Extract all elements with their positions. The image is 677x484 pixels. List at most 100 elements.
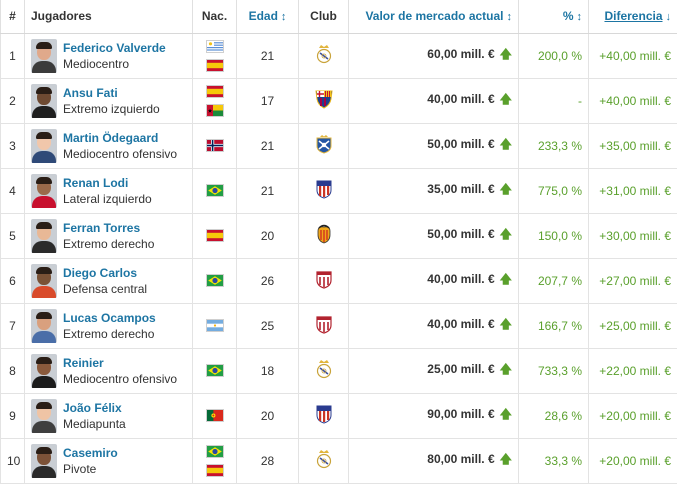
- player-cell: Lucas Ocampos Extremo derecho: [25, 303, 193, 348]
- market-value-link[interactable]: 40,00 mill. €: [427, 317, 494, 331]
- col-header-age-label[interactable]: Edad: [249, 9, 278, 23]
- rank-cell: 10: [1, 438, 25, 483]
- difference-cell: +22,00 mill. €: [589, 348, 677, 393]
- sort-down-icon[interactable]: ↓: [666, 11, 672, 23]
- player-photo[interactable]: [31, 264, 57, 298]
- rank-number: 3: [9, 139, 16, 153]
- player-name-link[interactable]: Renan Lodi: [63, 175, 152, 191]
- value-up-arrow-icon: 🡅: [500, 362, 512, 376]
- col-header-market-value[interactable]: Valor de mercado actual ↕: [349, 0, 519, 33]
- value-up-arrow-icon: 🡅: [500, 317, 512, 331]
- col-header-difference-label[interactable]: Diferencia: [604, 9, 662, 23]
- portugal-flag-icon[interactable]: [206, 409, 224, 422]
- player-name-link[interactable]: Ferran Torres: [63, 220, 154, 236]
- player-photo[interactable]: [31, 219, 57, 253]
- age-cell: 20: [237, 213, 299, 258]
- player-name-link[interactable]: João Félix: [63, 400, 126, 416]
- sort-both-icon[interactable]: ↕: [281, 11, 287, 23]
- market-value-link[interactable]: 40,00 mill. €: [427, 92, 494, 106]
- sort-both-icon[interactable]: ↕: [577, 11, 583, 23]
- age-cell: 21: [237, 33, 299, 78]
- player-photo[interactable]: [31, 129, 57, 163]
- brazil-flag-icon[interactable]: [206, 364, 224, 377]
- nationality-cell: [193, 348, 237, 393]
- spain-flag-icon[interactable]: [206, 59, 224, 72]
- player-name-link[interactable]: Ansu Fati: [63, 85, 160, 101]
- difference-cell: +20,00 mill. €: [589, 438, 677, 483]
- barcelona-crest-icon[interactable]: [315, 89, 333, 109]
- market-value-link[interactable]: 60,00 mill. €: [427, 47, 494, 61]
- player-photo[interactable]: [31, 399, 57, 433]
- market-value-link[interactable]: 90,00 mill. €: [427, 407, 494, 421]
- player-name-link[interactable]: Casemiro: [63, 445, 118, 461]
- norway-flag-icon[interactable]: [206, 139, 224, 152]
- player-age: 21: [261, 184, 274, 198]
- market-value-link[interactable]: 35,00 mill. €: [427, 182, 494, 196]
- uruguay-flag-icon[interactable]: [206, 40, 224, 53]
- col-header-difference[interactable]: Diferencia ↓: [589, 0, 677, 33]
- player-age: 20: [261, 409, 274, 423]
- spain-flag-icon[interactable]: [206, 85, 224, 98]
- club-cell: [299, 123, 349, 168]
- spain-flag-icon[interactable]: [206, 229, 224, 242]
- valencia-crest-icon[interactable]: [315, 224, 333, 244]
- market-value-cell: 50,00 mill. €🡅: [349, 123, 519, 168]
- market-value-link[interactable]: 50,00 mill. €: [427, 137, 494, 151]
- nationality-cell: [193, 393, 237, 438]
- market-value-link[interactable]: 50,00 mill. €: [427, 227, 494, 241]
- market-value-cell: 25,00 mill. € 🡅: [349, 348, 519, 393]
- sevilla-crest-icon[interactable]: [315, 314, 333, 334]
- brazil-flag-icon[interactable]: [206, 184, 224, 197]
- value-up-arrow-icon: 🡅: [500, 182, 512, 196]
- player-name-link[interactable]: Martin Ödegaard: [63, 130, 177, 146]
- nationality-cell: [193, 438, 237, 483]
- age-cell: 17: [237, 78, 299, 123]
- age-cell: 21: [237, 123, 299, 168]
- player-photo[interactable]: [31, 444, 57, 478]
- rank-cell: 5: [1, 213, 25, 258]
- player-photo[interactable]: [31, 174, 57, 208]
- real-sociedad-crest-icon[interactable]: [315, 134, 333, 154]
- real-madrid-crest-icon[interactable]: [315, 449, 333, 469]
- player-name-link[interactable]: Reinier: [63, 355, 177, 371]
- brazil-flag-icon[interactable]: [206, 445, 224, 458]
- brazil-flag-icon[interactable]: [206, 274, 224, 287]
- player-name-link[interactable]: Diego Carlos: [63, 265, 147, 281]
- player-photo[interactable]: [31, 39, 57, 73]
- real-madrid-crest-icon[interactable]: [315, 44, 333, 64]
- market-value-link[interactable]: 40,00 mill. €: [427, 272, 494, 286]
- player-photo[interactable]: [31, 309, 57, 343]
- percent-change: 200,0 %: [538, 49, 582, 63]
- market-value-link[interactable]: 80,00 mill. €: [427, 452, 494, 466]
- atletico-madrid-crest-icon[interactable]: [315, 404, 333, 424]
- player-name-link[interactable]: Lucas Ocampos: [63, 310, 156, 326]
- sevilla-crest-icon[interactable]: [315, 269, 333, 289]
- percent-cell: 33,3 %: [519, 438, 589, 483]
- player-photo[interactable]: [31, 354, 57, 388]
- col-header-percent[interactable]: %↕: [519, 0, 589, 33]
- col-header-market-value-label[interactable]: Valor de mercado actual: [365, 9, 503, 23]
- club-cell: [299, 303, 349, 348]
- percent-change: 207,7 %: [538, 274, 582, 288]
- percent-cell: 207,7 %: [519, 258, 589, 303]
- player-name-link[interactable]: Federico Valverde: [63, 40, 166, 56]
- real-madrid-crest-icon[interactable]: [315, 359, 333, 379]
- spain-flag-icon[interactable]: [206, 464, 224, 477]
- percent-cell: 200,0 %: [519, 33, 589, 78]
- player-position: Extremo derecho: [63, 326, 156, 342]
- col-header-club-label: Club: [310, 9, 337, 23]
- player-age: 28: [261, 454, 274, 468]
- player-photo[interactable]: [31, 84, 57, 118]
- club-cell: [299, 78, 349, 123]
- col-header-age[interactable]: Edad↕: [237, 0, 299, 33]
- argentina-flag-icon[interactable]: [206, 319, 224, 332]
- col-header-percent-label[interactable]: %: [563, 9, 574, 23]
- guinea-bissau-flag-icon[interactable]: [206, 104, 224, 117]
- atletico-madrid-crest-icon[interactable]: [315, 179, 333, 199]
- sort-both-icon[interactable]: ↕: [507, 11, 513, 23]
- market-value-link[interactable]: 25,00 mill. €: [427, 362, 494, 376]
